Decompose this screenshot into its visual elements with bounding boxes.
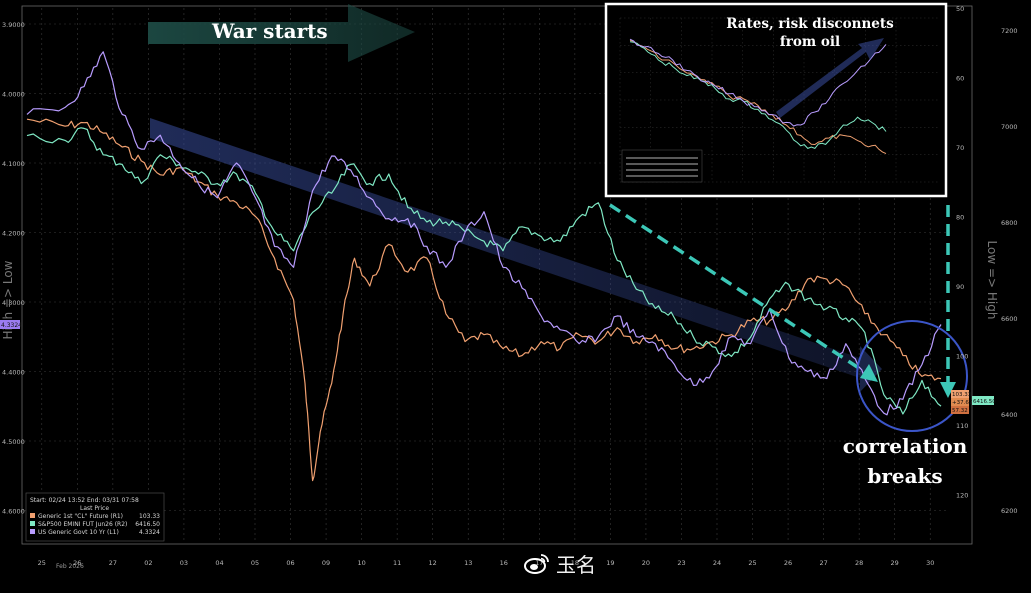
right-outer-axis: 7200 7000 6800 6600 6400 6200 — [1001, 27, 1018, 515]
breaks-label: breaks — [867, 464, 942, 488]
watermark: 玉名 — [524, 548, 596, 578]
right-inner-tick-label: 100 — [956, 353, 968, 361]
x-tick-label: 16 — [500, 559, 508, 567]
right-outer-tick-label: 7000 — [1001, 123, 1018, 131]
x-tick-label: 23 — [677, 559, 685, 567]
x-tick-label: 10 — [357, 559, 365, 567]
legend-value: 103.33 — [139, 513, 160, 520]
x-tick-label: 25 — [748, 559, 756, 567]
x-tick-label: 05 — [251, 559, 259, 567]
legend-label: S&P500 EMINI FUT Jun26 (R2) — [38, 521, 127, 528]
spx-tag: 6416.50 — [973, 399, 996, 405]
left-tick-label: 4.2000 — [2, 230, 25, 238]
right-outer-tick-label: 7200 — [1001, 27, 1018, 35]
weibo-icon — [524, 552, 550, 574]
oil-tag-1: 103.33 — [952, 392, 972, 398]
right-outer-tick-label: 6600 — [1001, 315, 1018, 323]
left-tick-label: 4.4000 — [2, 369, 25, 377]
right-outer-tick-label: 6200 — [1001, 507, 1018, 515]
x-tick-label: 28 — [855, 559, 863, 567]
x-tick-label: 19 — [606, 559, 614, 567]
x-tick-label: 11 — [393, 559, 401, 567]
inset-title-line1: Rates, risk disconnets — [726, 16, 894, 32]
inset-chart: Rates, risk disconnets from oil — [606, 4, 946, 196]
watermark-text: 玉名 — [556, 549, 596, 578]
left-tick-label: 4.6000 — [2, 508, 25, 516]
legend-value: 4.3324 — [139, 529, 160, 536]
right-inner-tick-label: 120 — [956, 492, 968, 500]
inset-legend — [622, 150, 702, 182]
x-tick-label: 13 — [464, 559, 472, 567]
legend-column-header: Last Price — [80, 505, 109, 512]
x-tick-label: 27 — [819, 559, 827, 567]
right-inner-tick-label: 110 — [956, 422, 968, 430]
x-tick-label: 25 — [38, 559, 46, 567]
legend-label: Generic 1st "CL" Future (R1) — [38, 513, 123, 520]
x-tick-label: 26 — [784, 559, 792, 567]
right-outer-tick-label: 6800 — [1001, 219, 1018, 227]
right-inner-tick-label: 70 — [956, 144, 964, 152]
oil-tag-2: +37.67 — [952, 400, 973, 406]
right-outer-tick-label: 6400 — [1001, 411, 1018, 419]
right-inner-axis: 50 60 70 80 90 100 110 120 — [956, 5, 968, 500]
war-starts-annotation: War starts — [148, 4, 415, 62]
left-tag: 4.3324 — [1, 322, 22, 329]
right-inner-tick-label: 90 — [956, 283, 964, 291]
left-tick-label: 3.9000 — [2, 21, 25, 29]
correlation-label: correlation — [843, 434, 968, 458]
x-tick-label: 06 — [286, 559, 294, 567]
oil-tag-3: 57.32 — [952, 408, 968, 414]
legend-value: 6416.50 — [135, 521, 160, 528]
x-tick-label: 04 — [215, 559, 223, 567]
x-tick-label: 12 — [429, 559, 437, 567]
legend-swatch — [30, 513, 35, 518]
legend-swatch — [30, 521, 35, 526]
legend: Start: 02/24 13:52 End: 03/31 07:58 Last… — [26, 493, 164, 541]
x-tick-label: 30 — [926, 559, 934, 567]
legend-label: US Generic Govt 10 Yr (L1) — [38, 529, 119, 536]
inset-title-line2: from oil — [780, 34, 840, 50]
left-tick-label: 4.5000 — [2, 438, 25, 446]
legend-header: Start: 02/24 13:52 End: 03/31 07:58 — [30, 497, 139, 504]
x-tick-label: 03 — [180, 559, 188, 567]
x-tick-label: 09 — [322, 559, 330, 567]
right-axis-direction: Low => High — [985, 241, 999, 320]
x-tick-label: 24 — [713, 559, 721, 567]
x-tick-label: 29 — [891, 559, 899, 567]
left-tick-label: 4.0000 — [2, 91, 25, 99]
left-tick-label: 4.1000 — [2, 160, 25, 168]
right-inner-tick-label: 60 — [956, 75, 964, 83]
month-label: Feb 2026 — [56, 563, 84, 570]
x-tick-label: 02 — [144, 559, 152, 567]
right-inner-tick-label: 50 — [956, 5, 964, 13]
legend-rows: Generic 1st "CL" Future (R1) 103.33 S&P500… — [30, 513, 160, 536]
x-tick-label: 20 — [642, 559, 650, 567]
war-starts-label: War starts — [211, 19, 328, 43]
legend-swatch — [30, 529, 35, 534]
x-tick-label: 27 — [109, 559, 117, 567]
right-inner-tick-label: 80 — [956, 214, 964, 222]
